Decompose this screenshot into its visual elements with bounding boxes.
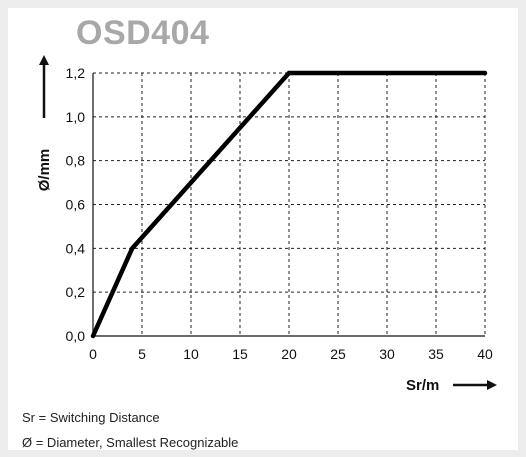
y-axis-label: Ø/mm bbox=[36, 149, 53, 192]
x-tick-label: 35 bbox=[428, 346, 444, 362]
y-tick-label: 0,4 bbox=[66, 240, 86, 256]
y-tick-label: 1,2 bbox=[66, 65, 86, 81]
x-tick-label: 15 bbox=[232, 346, 248, 362]
y-tick-label: 0,8 bbox=[66, 153, 86, 169]
x-tick-label: 40 bbox=[477, 346, 493, 362]
x-tick-label: 30 bbox=[379, 346, 395, 362]
x-tick-label: 0 bbox=[89, 346, 97, 362]
legend-diameter: Ø = Diameter, Smallest Recognizable bbox=[22, 435, 239, 450]
chart-card: OSD404 0 5 10 15 20 25 30 35 40 0,0 0,2 0,4 0,6 0,8 1,… bbox=[8, 8, 518, 450]
x-tick-label: 10 bbox=[183, 346, 199, 362]
chart-svg: 0 5 10 15 20 25 30 35 40 0,0 0,2 0,4 0,6 0,8 1,0 1,2 Ø/… bbox=[36, 55, 497, 394]
chart-title: OSD404 bbox=[76, 14, 210, 52]
y-tick-label: 1,0 bbox=[66, 109, 86, 125]
y-tick-label: 0,0 bbox=[66, 328, 86, 344]
x-tick-label: 5 bbox=[138, 346, 146, 362]
grid bbox=[93, 72, 486, 336]
series bbox=[90, 70, 488, 339]
tick-labels: 0 5 10 15 20 25 30 35 40 0,0 0,2 0,4 0,6 0,8 1,0 1,2 bbox=[66, 65, 493, 362]
x-axis-label: Sr/m bbox=[406, 377, 439, 394]
series-line bbox=[90, 70, 488, 339]
legend-switching-distance: Sr = Switching Distance bbox=[22, 410, 160, 425]
axes bbox=[92, 73, 485, 337]
y-tick-label: 0,6 bbox=[66, 197, 86, 213]
x-tick-label: 20 bbox=[281, 346, 297, 362]
y-tick-label: 0,2 bbox=[66, 284, 86, 300]
x-tick-label: 25 bbox=[330, 346, 346, 362]
